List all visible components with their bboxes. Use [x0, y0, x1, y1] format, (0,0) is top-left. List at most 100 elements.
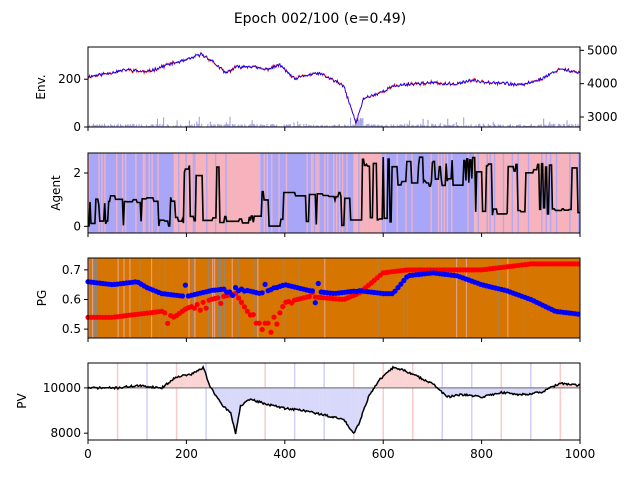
- volume-bar: [332, 125, 334, 127]
- volume-bar: [244, 124, 246, 127]
- volume-bar: [149, 125, 151, 127]
- volume-bar: [488, 125, 491, 127]
- agent-stripe: [315, 153, 317, 233]
- volume-bar: [310, 125, 312, 127]
- volume-bar: [140, 124, 142, 127]
- volume-bar: [460, 125, 462, 127]
- agent-stripe: [194, 153, 196, 233]
- volume-bar: [525, 125, 527, 127]
- agent-stripe: [263, 153, 266, 233]
- volume-bar: [519, 124, 521, 127]
- pv-y-ticks: 8000 10000: [43, 381, 88, 440]
- volume-bar: [289, 123, 291, 127]
- agent-stripe: [251, 153, 254, 233]
- agent-stripe: [499, 153, 502, 233]
- pg-point: [274, 321, 280, 327]
- agent-stripe: [445, 153, 447, 233]
- volume-bar: [439, 122, 441, 127]
- volume-bar: [374, 124, 376, 127]
- agent-stripe: [502, 153, 505, 233]
- volume-bar: [400, 123, 402, 127]
- pg-point: [227, 289, 233, 295]
- volume-bar: [545, 125, 547, 127]
- agent-stripe: [358, 153, 360, 233]
- volume-bar: [260, 124, 262, 127]
- volume-bar: [190, 125, 192, 127]
- volume-bar: [91, 125, 93, 127]
- volume-bar: [421, 125, 423, 127]
- pg-point: [575, 311, 581, 317]
- volume-bar: [172, 125, 174, 127]
- volume-bar: [313, 124, 315, 127]
- volume-bar: [198, 116, 200, 127]
- volume-bar: [493, 123, 495, 127]
- volume-bar: [325, 125, 327, 127]
- volume-bar: [575, 123, 577, 127]
- volume-bar: [293, 122, 295, 127]
- agent-stripe: [330, 153, 332, 233]
- volume-bar: [468, 125, 470, 127]
- pg-point: [215, 295, 221, 301]
- x-tick-label: 0: [84, 447, 92, 461]
- volume-bar: [529, 125, 531, 127]
- volume-bar: [176, 120, 178, 127]
- volume-bar: [213, 124, 215, 127]
- volume-bar: [557, 124, 559, 127]
- agent-stripe: [380, 153, 382, 233]
- agent-stripe: [560, 153, 562, 233]
- volume-bar: [119, 123, 122, 127]
- agent-stripe: [151, 153, 153, 233]
- volume-bar: [100, 125, 102, 127]
- agent-stripe: [477, 153, 480, 233]
- volume-bar: [423, 124, 425, 127]
- pg-stripe: [91, 258, 94, 338]
- volume-bar: [161, 124, 163, 127]
- pg-point: [194, 301, 200, 308]
- agent-stripe: [135, 153, 137, 233]
- pg-stripe: [192, 258, 194, 338]
- volume-bar: [132, 123, 134, 127]
- agent-stripe: [278, 153, 280, 233]
- volume-bar: [110, 123, 112, 127]
- agent-stripe: [555, 153, 558, 233]
- volume-bar: [288, 124, 290, 127]
- volume-bar: [455, 122, 457, 127]
- agent-stripe: [254, 153, 257, 233]
- pg-point: [259, 326, 265, 333]
- volume-bar: [361, 118, 363, 127]
- volume-bar: [508, 124, 510, 127]
- agent-stripe: [569, 153, 571, 233]
- pg-stripe: [194, 258, 196, 338]
- chart-title: Epoch 002/100 (e=0.49): [234, 11, 406, 27]
- volume-bar: [159, 123, 161, 127]
- agent-stripe: [461, 153, 463, 233]
- volume-bar: [447, 118, 449, 127]
- env-y-ticks: 0 200: [58, 72, 88, 134]
- volume-bar: [101, 124, 103, 127]
- volume-bar: [329, 125, 331, 127]
- pg-stripe: [150, 258, 153, 338]
- volume-bar: [249, 124, 251, 127]
- agent-stripe: [116, 153, 118, 233]
- agent-stripe: [225, 153, 227, 233]
- volume-bar: [89, 124, 91, 127]
- volume-bar: [434, 124, 436, 127]
- agent-stripe: [395, 153, 397, 233]
- agent-stripe: [333, 153, 335, 233]
- volume-bar: [286, 124, 288, 127]
- volume-bar: [445, 125, 448, 127]
- volume-bar: [188, 120, 190, 127]
- pg-point: [259, 290, 265, 296]
- volume-bar: [266, 123, 268, 127]
- pg-point: [401, 277, 407, 284]
- volume-bar: [517, 125, 519, 127]
- pg-point: [179, 293, 186, 299]
- volume-bar: [247, 125, 249, 127]
- volume-bar: [457, 125, 459, 127]
- pg-stripe: [406, 258, 409, 338]
- volume-bar: [196, 121, 198, 127]
- volume-bar: [568, 124, 571, 127]
- agent-stripe: [430, 153, 432, 233]
- volume-bar: [444, 124, 446, 127]
